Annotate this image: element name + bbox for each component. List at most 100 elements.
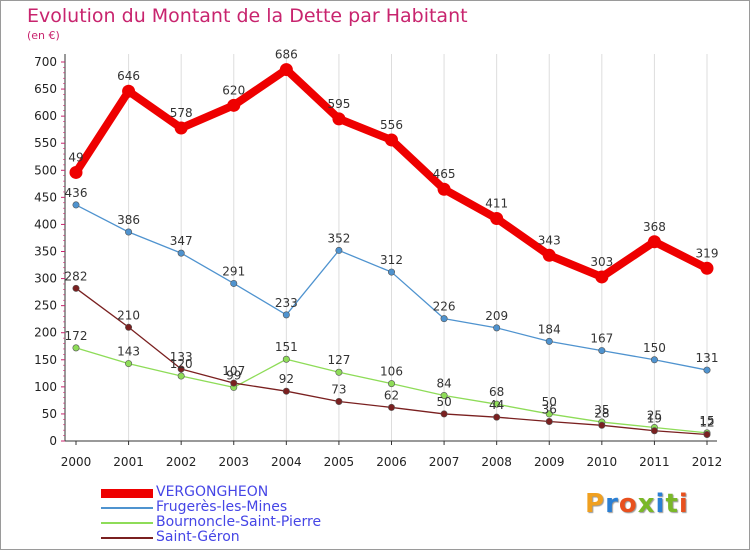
point-bournoncle-saint-pierre-2000	[72, 344, 80, 352]
data-label-vergongheon-2003: 620	[222, 83, 245, 97]
x-tick-label-2012: 2012	[692, 455, 723, 469]
point-vergongheon-2001	[122, 84, 136, 98]
point-bournoncle-saint-pierre-2004	[282, 355, 290, 363]
data-label-vergongheon-2011: 368	[643, 220, 666, 234]
point-vergongheon-2009	[542, 248, 556, 262]
logo-letter: x	[637, 489, 656, 519]
point-vergongheon-2010	[595, 270, 609, 284]
legend-label: VERGONGHEON	[156, 484, 269, 500]
data-label-vergongheon-2005: 595	[327, 97, 350, 111]
data-label-vergongheon-2001: 646	[117, 69, 140, 83]
point-frugeres-les-mines-2008	[493, 324, 501, 332]
x-tick-label-2009: 2009	[534, 455, 565, 469]
data-label-bournoncle-saint-pierre-2010: 35	[594, 403, 609, 417]
data-label-frugeres-les-mines-2003: 291	[222, 264, 245, 278]
point-frugeres-les-mines-2010	[598, 347, 606, 355]
data-label-frugeres-les-mines-2006: 312	[380, 253, 403, 267]
point-saint-geron-2000	[72, 284, 80, 292]
data-label-bournoncle-saint-pierre-2007: 84	[436, 377, 451, 391]
data-label-vergongheon-2007: 465	[433, 167, 456, 181]
point-saint-geron-2010	[598, 421, 606, 429]
point-saint-geron-2003	[230, 379, 238, 387]
data-label-frugeres-les-mines-2000: 436	[65, 186, 88, 200]
point-vergongheon-2011	[647, 235, 661, 249]
x-tick-label-2011: 2011	[639, 455, 670, 469]
point-bournoncle-saint-pierre-2005	[335, 368, 343, 376]
data-label-bournoncle-saint-pierre-2012: 15	[699, 414, 714, 428]
data-label-frugeres-les-mines-2002: 347	[170, 234, 193, 248]
x-tick-label-2001: 2001	[113, 455, 144, 469]
data-label-saint-geron-2009: 36	[542, 403, 557, 417]
point-saint-geron-2011	[650, 427, 658, 435]
point-saint-geron-2001	[125, 323, 133, 331]
logo-letter: r	[605, 489, 619, 519]
point-frugeres-les-mines-2007	[440, 315, 448, 323]
data-label-bournoncle-saint-pierre-2004: 151	[275, 340, 298, 354]
y-tick-label-50: 50	[42, 407, 57, 421]
point-frugeres-les-mines-2003	[230, 279, 238, 287]
data-label-bournoncle-saint-pierre-2006: 106	[380, 365, 403, 379]
point-frugeres-les-mines-2004	[282, 311, 290, 319]
point-saint-geron-2012	[703, 431, 711, 439]
data-label-bournoncle-saint-pierre-2002: 120	[170, 357, 193, 371]
point-frugeres-les-mines-2009	[545, 337, 553, 345]
point-saint-geron-2004	[282, 387, 290, 395]
logo-letter: i	[655, 489, 666, 519]
point-bournoncle-saint-pierre-2001	[125, 360, 133, 368]
data-label-frugeres-les-mines-2012: 131	[696, 351, 719, 365]
x-tick-label-2007: 2007	[429, 455, 460, 469]
data-label-frugeres-les-mines-2008: 209	[485, 309, 508, 323]
y-tick-label-200: 200	[34, 326, 57, 340]
point-vergongheon-2005	[332, 112, 346, 126]
logo-letter: o	[618, 489, 638, 519]
data-label-vergongheon-2006: 556	[380, 118, 403, 132]
axes: 0501001502002503003504004505005506006507…	[34, 54, 722, 469]
point-vergongheon-2007	[437, 182, 451, 196]
data-label-saint-geron-2003: 107	[222, 364, 245, 378]
data-label-vergongheon-2009: 343	[538, 233, 561, 247]
point-bournoncle-saint-pierre-2002	[177, 372, 185, 380]
x-tick-label-2000: 2000	[61, 455, 92, 469]
point-saint-geron-2006	[387, 403, 395, 411]
point-bournoncle-saint-pierre-2007	[440, 392, 448, 400]
legend-label: Saint-Géron	[156, 529, 240, 545]
point-vergongheon-2003	[227, 98, 241, 112]
point-vergongheon-2008	[490, 211, 504, 225]
proxiti-logo[interactable]: Proxiti	[585, 489, 689, 519]
data-label-vergongheon-2012: 319	[696, 246, 719, 260]
x-tick-label-2002: 2002	[166, 455, 197, 469]
data-label-vergongheon-2010: 303	[590, 255, 613, 269]
chart-subtitle: (en €)	[27, 29, 60, 42]
y-tick-label-0: 0	[49, 434, 57, 448]
y-tick-label-650: 650	[34, 82, 57, 96]
x-tick-label-2008: 2008	[481, 455, 512, 469]
y-tick-label-150: 150	[34, 353, 57, 367]
legend-label: Bournoncle-Saint-Pierre	[156, 514, 322, 530]
data-label-bournoncle-saint-pierre-2003: 99	[226, 368, 241, 382]
legend-swatch	[101, 488, 153, 498]
data-label-frugeres-les-mines-2005: 352	[327, 231, 350, 245]
x-tick-label-2006: 2006	[376, 455, 407, 469]
data-label-saint-geron-2004: 92	[279, 372, 294, 386]
point-vergongheon-2002	[174, 121, 188, 135]
data-label-saint-geron-2006: 62	[384, 388, 399, 402]
y-tick-label-300: 300	[34, 272, 57, 286]
data-label-saint-geron-2012: 12	[699, 416, 714, 430]
data-label-vergongheon-2000: 49	[68, 150, 83, 164]
point-vergongheon-2006	[385, 133, 398, 147]
x-tick-label-2005: 2005	[324, 455, 355, 469]
data-label-bournoncle-saint-pierre-2008: 68	[489, 385, 504, 399]
y-tick-label-500: 500	[34, 163, 57, 177]
point-vergongheon-2012	[700, 261, 714, 275]
data-label-saint-geron-2010: 28	[594, 406, 609, 420]
point-frugeres-les-mines-2012	[703, 366, 711, 374]
x-tick-label-2010: 2010	[587, 455, 618, 469]
data-label-vergongheon-2008: 411	[485, 196, 508, 210]
y-tick-label-250: 250	[34, 299, 57, 313]
data-label-frugeres-les-mines-2001: 386	[117, 213, 140, 227]
y-tick-label-350: 350	[34, 245, 57, 259]
legend-swatch	[101, 522, 153, 524]
data-label-frugeres-les-mines-2011: 150	[643, 341, 666, 355]
point-frugeres-les-mines-2006	[387, 268, 395, 276]
